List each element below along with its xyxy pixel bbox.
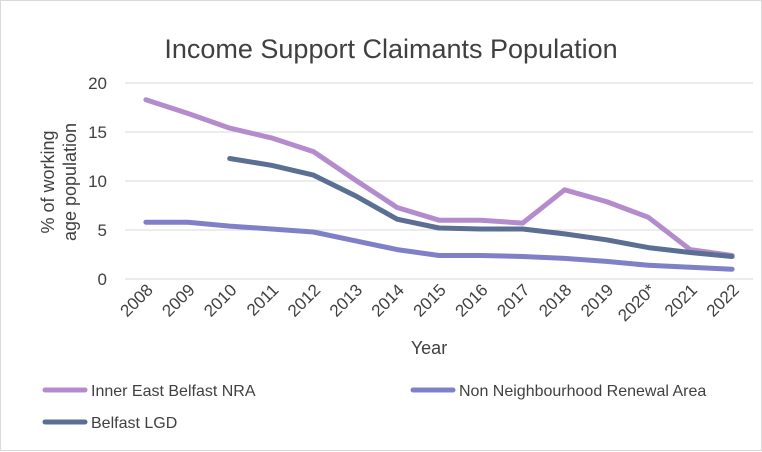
y-tick-label: 10 <box>88 172 107 191</box>
x-tick-label: 2013 <box>326 280 366 320</box>
x-tick-label: 2016 <box>452 280 492 320</box>
y-tick-label: 0 <box>98 270 107 289</box>
x-axis-ticks: 2008 2009 2010 2011 2012 2013 2014 2015 2016 2017… <box>117 280 743 325</box>
legend-label: Belfast LGD <box>91 415 177 432</box>
legend-item-non-neighbourhood-renewal-area: Non Neighbourhood Renewal Area <box>410 383 706 400</box>
legend: Inner East Belfast NRA Non Neighbourhood … <box>42 383 706 432</box>
x-tick-label: 2015 <box>410 280 450 320</box>
y-axis-ticks: 0 5 10 15 20 <box>88 74 107 289</box>
y-tick-label: 15 <box>88 123 107 142</box>
x-tick-label: 2019 <box>577 280 617 320</box>
series-line-belfast-lgd <box>227 156 735 259</box>
y-tick-label: 20 <box>88 74 107 93</box>
y-tick-label: 5 <box>98 221 107 240</box>
x-axis-title: Year <box>411 338 447 358</box>
series-line-non-neighbourhood-renewal-area <box>143 219 735 272</box>
x-tick-label: 2014 <box>368 280 408 320</box>
legend-item-inner-east-belfast-nra: Inner East Belfast NRA <box>42 383 256 400</box>
x-tick-label: 2022 <box>703 280 743 320</box>
legend-label: Non Neighbourhood Renewal Area <box>459 383 706 400</box>
x-tick-label: 2020* <box>614 280 659 325</box>
series-lines <box>143 97 735 272</box>
x-tick-label: 2021 <box>661 280 701 320</box>
x-tick-label: 2012 <box>284 280 324 320</box>
x-tick-label: 2011 <box>243 280 282 319</box>
x-tick-label: 2009 <box>158 280 198 320</box>
x-tick-label: 2018 <box>535 280 575 320</box>
x-tick-label: 2010 <box>200 280 240 320</box>
x-tick-label: 2008 <box>117 280 157 320</box>
series-line-inner-east-belfast-nra <box>143 97 735 258</box>
x-tick-label: 2017 <box>493 280 533 320</box>
legend-label: Inner East Belfast NRA <box>91 383 256 400</box>
gridlines <box>125 82 753 280</box>
chart-title: Income Support Claimants Population <box>164 34 617 64</box>
legend-item-belfast-lgd: Belfast LGD <box>42 415 177 432</box>
y-axis-title: % of working age population <box>38 123 80 241</box>
